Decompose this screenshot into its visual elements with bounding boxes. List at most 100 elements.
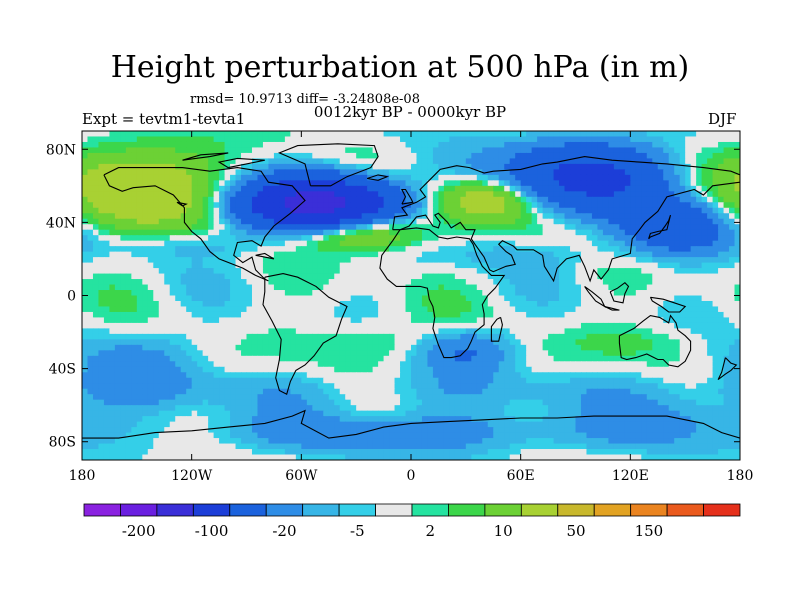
contour-cell: [103, 240, 111, 247]
contour-cell: [301, 344, 308, 351]
contour-cell: [82, 339, 89, 346]
contour-cell: [723, 328, 730, 335]
contour-cell: [241, 224, 248, 231]
contour-cell: [471, 251, 478, 258]
contour-cell: [586, 333, 593, 340]
contour-cell: [131, 279, 138, 286]
contour-cell: [306, 268, 313, 275]
contour-cell: [416, 152, 423, 160]
contour-cell: [608, 191, 615, 198]
contour-cell: [213, 174, 220, 181]
contour-cell: [295, 300, 302, 308]
contour-cell: [268, 246, 275, 253]
contour-cell: [427, 328, 434, 335]
contour-cell: [323, 295, 330, 302]
contour-cell: [515, 240, 522, 247]
contour-cell: [334, 180, 341, 187]
contour-cell: [378, 180, 385, 187]
contour-cell: [142, 268, 149, 275]
contour-cell: [657, 169, 664, 176]
contour-cell: [498, 350, 505, 357]
contour-cell: [515, 163, 522, 170]
contour-cell: [718, 295, 725, 302]
contour-cell: [175, 355, 182, 362]
contour-cell: [158, 262, 165, 269]
contour-cell: [301, 311, 308, 319]
contour-cell: [405, 317, 412, 324]
contour-cell: [290, 251, 297, 258]
contour-cell: [602, 290, 609, 297]
contour-cell: [142, 322, 149, 329]
contour-cell: [372, 240, 379, 247]
contour-cell: [608, 344, 615, 351]
contour-cell: [471, 355, 478, 362]
contour-cell: [279, 273, 286, 280]
contour-cell: [454, 191, 461, 198]
contour-cell: [350, 355, 357, 362]
contour-cell: [378, 251, 385, 258]
contour-cell: [476, 191, 483, 198]
contour-cell: [624, 246, 631, 253]
contour-cell: [537, 268, 544, 275]
contour-cell: [339, 344, 346, 351]
contour-cell: [131, 257, 138, 264]
contour-cell: [378, 300, 385, 308]
contour-cell: [394, 339, 401, 346]
contour-cell: [180, 152, 187, 160]
contour-cell: [98, 174, 105, 181]
contour-cell: [147, 322, 154, 329]
contour-cell: [334, 240, 341, 247]
contour-cell: [570, 158, 577, 165]
contour-cell: [591, 344, 599, 351]
contour-cell: [383, 169, 390, 176]
contour-cell: [164, 333, 171, 340]
contour-cell: [476, 158, 483, 165]
contour-cell: [295, 317, 302, 324]
contour-cell: [575, 213, 582, 220]
contour-cell: [635, 273, 642, 280]
contour-cell: [251, 136, 259, 143]
contour-cell: [482, 322, 489, 329]
contour-cell: [158, 207, 165, 214]
contour-cell: [323, 350, 330, 357]
contour-cell: [284, 322, 291, 329]
contour-cell: [268, 295, 275, 302]
contour-cell: [729, 284, 736, 291]
contour-cell: [367, 295, 374, 302]
contour-cell: [427, 295, 434, 302]
contour-cell: [109, 213, 116, 220]
contour-cell: [147, 180, 154, 187]
contour-cell: [334, 163, 341, 170]
contour-cell: [164, 152, 171, 160]
contour-cell: [191, 322, 198, 329]
contour-cell: [641, 218, 648, 225]
contour-cell: [350, 300, 357, 308]
contour-cell: [696, 169, 703, 176]
contour-cell: [493, 273, 500, 280]
contour-cell: [548, 174, 555, 181]
contour-cell: [465, 344, 472, 351]
contour-cell: [493, 229, 500, 236]
contour-cell: [186, 311, 193, 319]
contour-cell: [504, 344, 511, 351]
contour-cell: [613, 251, 620, 258]
contour-cell: [191, 180, 198, 187]
contour-cell: [180, 350, 187, 357]
contour-cell: [345, 322, 352, 329]
contour-cell: [328, 311, 335, 319]
contour-cell: [257, 339, 264, 346]
contour-cell: [158, 246, 165, 253]
contour-cell: [498, 262, 505, 269]
contour-cell: [553, 279, 560, 286]
contour-cell: [679, 202, 686, 209]
contour-cell: [613, 284, 620, 291]
contour-cell: [82, 136, 89, 143]
contour-cell: [356, 273, 363, 280]
contour-cell: [147, 229, 154, 236]
contour-cell: [602, 229, 609, 236]
contour-cell: [421, 273, 429, 280]
contour-cell: [284, 279, 291, 286]
contour-cell: [498, 251, 505, 258]
contour-cell: [317, 300, 324, 308]
contour-cell: [619, 257, 626, 264]
